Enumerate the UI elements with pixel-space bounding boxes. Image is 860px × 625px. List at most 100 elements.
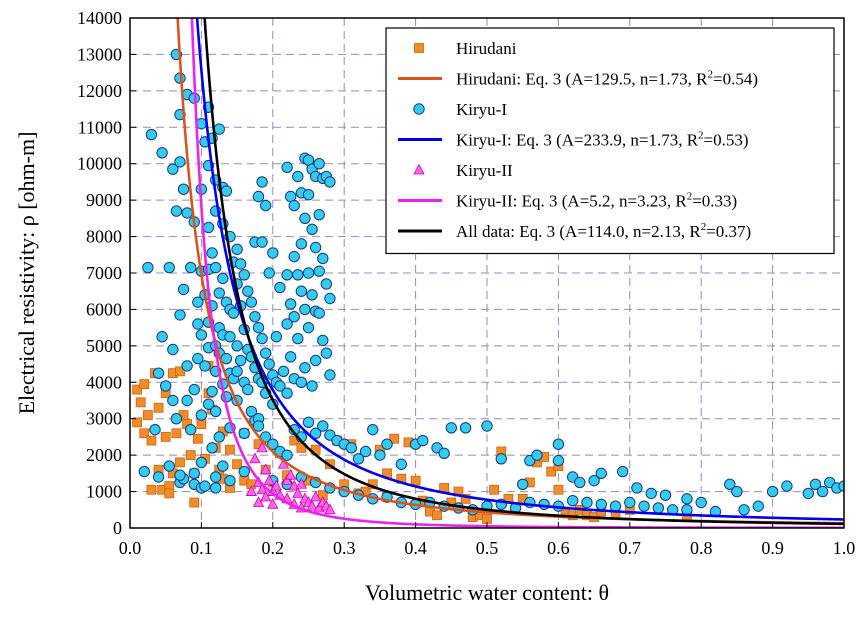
point-kiryu-i (609, 500, 622, 512)
point-kiryu-i (167, 343, 179, 356)
legend-label-superscript: 2 (698, 130, 704, 142)
point-kiryu-ii (256, 483, 268, 495)
point-hirudani (460, 493, 471, 504)
point-kiryu-ii (324, 503, 336, 515)
point-hirudani (171, 428, 182, 439)
y-tick-label: 14000 (77, 8, 122, 28)
point-kiryu-i (202, 398, 215, 410)
point-hirudani (185, 450, 196, 461)
point-kiryu-i (192, 318, 204, 330)
y-tick-label: 10000 (77, 154, 122, 174)
point-kiryu-i (317, 252, 329, 265)
point-kiryu-i (302, 267, 315, 279)
point-kiryu-i (588, 474, 600, 487)
point-kiryu-i (552, 454, 565, 467)
legend-label-tail: =0.53) (704, 131, 749, 150)
point-kiryu-i (192, 296, 204, 308)
point-kiryu-i (206, 385, 218, 398)
point-kiryu-i (324, 176, 336, 188)
point-hirudani (135, 397, 146, 408)
point-kiryu-i (306, 223, 318, 235)
point-hirudani (146, 484, 157, 495)
point-kiryu-i (309, 241, 322, 254)
point-hirudani (189, 497, 200, 508)
point-kiryu-i (295, 238, 308, 250)
x-tick-label: 0.4 (404, 538, 427, 558)
point-hirudani (192, 433, 203, 444)
point-kiryu-i (192, 352, 204, 365)
point-kiryu-i (295, 376, 308, 388)
point-kiryu-i (152, 367, 165, 379)
point-kiryu-i (531, 449, 543, 461)
point-kiryu-i (231, 243, 243, 256)
point-kiryu-i (156, 147, 168, 159)
point-kiryu-i (195, 409, 208, 421)
point-kiryu-i (267, 438, 279, 450)
point-kiryu-i (188, 467, 200, 480)
legend-marker (413, 163, 425, 175)
y-tick-label: 0 (113, 518, 122, 538)
point-kiryu-i (220, 185, 233, 197)
point-kiryu-i (309, 354, 322, 367)
point-kiryu-i (616, 465, 629, 478)
point-kiryu-i (574, 476, 586, 489)
point-kiryu-ii (259, 490, 272, 502)
point-kiryu-i (374, 449, 386, 461)
point-kiryu-i (299, 303, 311, 316)
point-hirudani (389, 433, 400, 444)
point-kiryu-i (395, 458, 408, 470)
point-kiryu-i (495, 453, 507, 465)
point-hirudani (132, 384, 143, 395)
legend-label: Hirudani (456, 39, 517, 58)
point-kiryu-i (163, 261, 175, 274)
point-kiryu-i (781, 480, 793, 492)
point-kiryu-i (220, 352, 233, 365)
point-kiryu-i (167, 394, 179, 407)
y-tick-label: 11000 (78, 117, 122, 137)
point-kiryu-i (188, 383, 200, 396)
y-tick-label: 7000 (86, 263, 122, 283)
point-hirudani (225, 444, 235, 455)
point-kiryu-i (417, 434, 429, 447)
point-kiryu-i (224, 331, 236, 343)
point-kiryu-i (209, 405, 222, 418)
point-hirudani (175, 457, 185, 468)
point-kiryu-i (174, 309, 186, 321)
point-kiryu-i (206, 442, 218, 454)
point-kiryu-ii (309, 490, 322, 502)
point-kiryu-i (167, 163, 179, 175)
point-kiryu-i (213, 123, 225, 135)
point-kiryu-ii (306, 499, 318, 511)
point-kiryu-ii (292, 487, 304, 498)
point-kiryu-i (652, 502, 665, 514)
point-kiryu-i (595, 498, 607, 511)
y-tick-label: 3000 (86, 409, 122, 429)
point-kiryu-i (299, 212, 311, 225)
point-kiryu-ii (281, 474, 293, 486)
point-kiryu-i (292, 269, 304, 281)
point-kiryu-i (270, 331, 283, 343)
point-kiryu-i (174, 156, 186, 168)
point-hirudani (432, 510, 442, 521)
point-kiryu-i (184, 423, 197, 436)
point-kiryu-i (281, 318, 293, 330)
point-kiryu-i (252, 321, 265, 334)
point-kiryu-i (209, 261, 222, 274)
point-kiryu-i (206, 247, 218, 259)
point-hirudani (489, 484, 500, 495)
point-hirudani (196, 419, 207, 430)
point-kiryu-i (624, 496, 636, 509)
legend-label: Kiryu-I (456, 100, 507, 119)
point-kiryu-i (292, 332, 304, 345)
point-hirudani (296, 442, 307, 453)
x-tick-label: 0.7 (619, 538, 642, 558)
point-kiryu-i (295, 285, 308, 297)
point-kiryu-i (288, 250, 300, 263)
point-kiryu-i (288, 311, 300, 323)
point-kiryu-i (281, 449, 293, 461)
x-tick-label: 0.2 (262, 538, 285, 558)
point-kiryu-i (252, 190, 265, 203)
point-kiryu-i (638, 500, 650, 512)
point-kiryu-i (256, 176, 268, 188)
point-kiryu-i (202, 221, 215, 234)
